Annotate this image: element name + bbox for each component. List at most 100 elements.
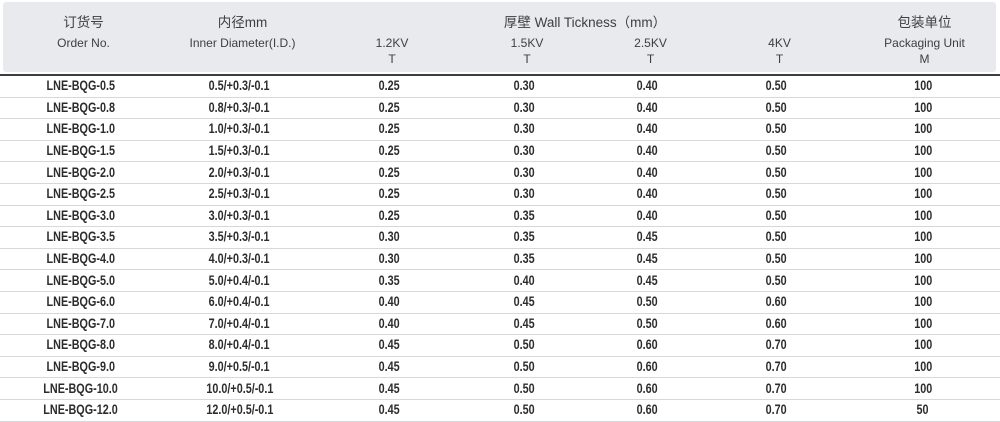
cell-text: 0.25 — [378, 143, 400, 159]
cell-inner-diameter: 9.0/+0.5/-0.1 — [161, 358, 318, 376]
cell-text: 0.50 — [765, 121, 788, 137]
table-row: LNE-BQG-3.5 3.5/+0.3/-0.1 0.30 0.35 0.45 0.50… — [0, 227, 1000, 249]
cell-text: 0.45 — [378, 337, 400, 353]
cell-text: 0.35 — [513, 251, 535, 267]
cell-text: 5.0/+0.4/-0.1 — [209, 272, 270, 288]
cell-text: 0.25 — [378, 207, 400, 223]
cell-text: 1.5/+0.3/-0.1 — [209, 143, 270, 159]
cell-order-no: LNE-BQG-2.5 — [0, 185, 161, 203]
table-body: LNE-BQG-0.5 0.5/+0.3/-0.1 0.25 0.30 0.40 0.50… — [0, 76, 1000, 422]
cell-wall-2-5kv: 0.45 — [588, 228, 707, 246]
table-row: LNE-BQG-2.0 2.0/+0.3/-0.1 0.25 0.30 0.40 0.50… — [0, 162, 1000, 184]
cell-text: 0.50 — [765, 186, 788, 202]
cell-text: 0.50 — [513, 337, 535, 353]
cell-packaging-unit: 100 — [846, 207, 1000, 225]
cell-wall-2-5kv: 0.50 — [588, 315, 707, 333]
cell-text: 0.40 — [636, 164, 659, 180]
cell-text: 0.60 — [636, 337, 659, 353]
table-row: LNE-BQG-2.5 2.5/+0.3/-0.1 0.25 0.30 0.40 0.50… — [0, 184, 1000, 206]
cell-text: 100 — [913, 294, 933, 310]
cell-wall-4kv: 0.60 — [707, 293, 846, 311]
cell-wall-1-2kv: 0.25 — [318, 142, 460, 160]
cell-text: 100 — [913, 359, 933, 375]
cell-wall-4kv: 0.70 — [707, 380, 846, 398]
cell-wall-1-5kv: 0.35 — [460, 228, 588, 246]
cell-text: 0.40 — [636, 207, 659, 223]
cell-wall-1-5kv: 0.35 — [460, 250, 588, 268]
cell-packaging-unit: 100 — [846, 358, 1000, 376]
cell-packaging-unit: 100 — [846, 336, 1000, 354]
cell-text: 12.0/+0.5/-0.1 — [206, 402, 273, 418]
cell-packaging-unit: 100 — [846, 315, 1000, 333]
cell-text: 0.50 — [513, 359, 535, 375]
cell-text: LNE-BQG-4.0 — [46, 251, 115, 267]
cell-order-no: LNE-BQG-0.8 — [0, 99, 161, 117]
cell-text: 0.50 — [513, 402, 535, 418]
cell-text: 0.45 — [513, 315, 535, 331]
cell-text: 0.45 — [513, 294, 535, 310]
cell-packaging-unit: 100 — [846, 185, 1000, 203]
table-row: LNE-BQG-1.0 1.0/+0.3/-0.1 0.25 0.30 0.40 0.50… — [0, 119, 1000, 141]
cell-text: 0.30 — [513, 99, 535, 115]
cell-text: LNE-BQG-3.5 — [46, 229, 115, 245]
cell-wall-2-5kv: 0.60 — [588, 358, 707, 376]
cell-order-no: LNE-BQG-1.5 — [0, 142, 161, 160]
cell-text: 100 — [913, 380, 933, 396]
cell-text: 6.0/+0.4/-0.1 — [209, 294, 270, 310]
cell-wall-1-5kv: 0.50 — [460, 358, 588, 376]
cell-text: 0.30 — [378, 251, 400, 267]
cell-text: 3.0/+0.3/-0.1 — [209, 207, 270, 223]
cell-packaging-unit: 100 — [846, 380, 1000, 398]
cell-text: 0.50 — [765, 99, 788, 115]
cell-inner-diameter: 0.5/+0.3/-0.1 — [161, 77, 318, 95]
cell-order-no: LNE-BQG-0.5 — [0, 77, 161, 95]
cell-text: 0.60 — [765, 315, 788, 331]
cell-wall-1-2kv: 0.25 — [318, 99, 460, 117]
cell-text: 0.45 — [636, 272, 659, 288]
cell-wall-4kv: 0.50 — [707, 207, 846, 225]
cell-text: LNE-BQG-6.0 — [46, 294, 115, 310]
cell-packaging-unit: 100 — [846, 120, 1000, 138]
cell-inner-diameter: 5.0/+0.4/-0.1 — [161, 272, 318, 290]
cell-text: 2.0/+0.3/-0.1 — [209, 164, 270, 180]
cell-text: LNE-BQG-2.5 — [46, 186, 115, 202]
cell-text: 0.5/+0.3/-0.1 — [209, 78, 270, 94]
cell-wall-1-2kv: 0.25 — [318, 207, 460, 225]
cell-text: LNE-BQG-9.0 — [46, 359, 115, 375]
cell-wall-2-5kv: 0.50 — [588, 293, 707, 311]
cell-wall-1-2kv: 0.45 — [318, 358, 460, 376]
cell-text: LNE-BQG-5.0 — [46, 272, 115, 288]
cell-wall-4kv: 0.70 — [707, 401, 846, 419]
cell-wall-1-5kv: 0.50 — [460, 336, 588, 354]
table-row: LNE-BQG-8.0 8.0/+0.4/-0.1 0.45 0.50 0.60 0.70… — [0, 335, 1000, 357]
header-voltage-1-5kv: 1.5KV — [510, 35, 544, 50]
cell-wall-1-2kv: 0.25 — [318, 77, 460, 95]
cell-text: 100 — [913, 186, 933, 202]
cell-text: 100 — [913, 337, 933, 353]
cell-text: 4.0/+0.3/-0.1 — [209, 251, 270, 267]
cell-order-no: LNE-BQG-12.0 — [0, 401, 161, 419]
cell-wall-1-5kv: 0.30 — [460, 164, 588, 182]
cell-wall-2-5kv: 0.40 — [588, 164, 707, 182]
cell-text: 0.50 — [765, 143, 788, 159]
cell-inner-diameter: 4.0/+0.3/-0.1 — [161, 250, 318, 268]
cell-text: 1.0/+0.3/-0.1 — [209, 121, 270, 137]
cell-inner-diameter: 7.0/+0.4/-0.1 — [161, 315, 318, 333]
table-row: LNE-BQG-1.5 1.5/+0.3/-0.1 0.25 0.30 0.40 0.50… — [0, 141, 1000, 163]
cell-wall-2-5kv: 0.40 — [588, 207, 707, 225]
cell-wall-2-5kv: 0.45 — [588, 272, 707, 290]
cell-wall-1-5kv: 0.30 — [460, 142, 588, 160]
cell-wall-1-2kv: 0.45 — [318, 336, 460, 354]
header-t-1-2kv: T — [388, 52, 396, 66]
header-voltage-2-5kv: 2.5KV — [634, 35, 667, 50]
cell-packaging-unit: 100 — [846, 99, 1000, 117]
cell-wall-4kv: 0.50 — [707, 272, 846, 290]
cell-text: 0.8/+0.3/-0.1 — [209, 99, 270, 115]
cell-wall-1-5kv: 0.30 — [460, 99, 588, 117]
cell-text: 100 — [913, 121, 933, 137]
cell-text: 0.40 — [378, 315, 400, 331]
cell-text: 0.30 — [513, 143, 535, 159]
cell-inner-diameter: 6.0/+0.4/-0.1 — [161, 293, 318, 311]
cell-order-no: LNE-BQG-4.0 — [0, 250, 161, 268]
cell-text: 100 — [913, 272, 933, 288]
